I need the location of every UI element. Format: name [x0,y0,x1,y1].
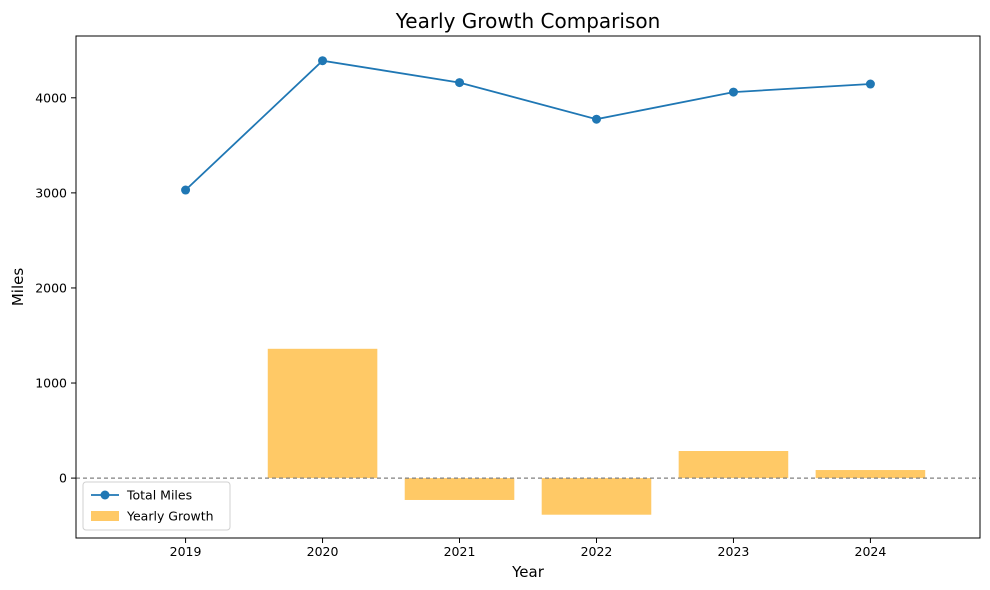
x-tick-label: 2020 [307,544,339,559]
x-axis-label: Year [511,563,545,581]
legend-box [82,481,231,531]
total-miles-point [865,79,875,89]
y-tick-label: 4000 [35,90,67,105]
growth-bar [267,348,378,479]
legend-line-marker [100,490,110,500]
plot-frame [75,35,981,539]
total-miles-point [181,185,191,195]
total-miles-point [591,114,601,124]
x-tick-label: 2023 [718,544,750,559]
legend-label-total-miles: Total Miles [126,488,192,503]
x-tick-label: 2019 [170,544,202,559]
y-tick-label: 1000 [35,376,67,391]
total-miles-point [318,56,328,66]
total-miles-point [455,78,465,88]
growth-bar [404,478,515,500]
x-tick-label: 2022 [581,544,613,559]
total-miles-line [184,59,871,191]
y-tick-label: 0 [59,471,67,486]
growth-bar [541,478,652,515]
legend-label-yearly-growth: Yearly Growth [126,509,214,524]
growth-bar [678,451,789,479]
y-tick-label: 3000 [35,185,67,200]
plot-area: 2019 2020 2021 2022 2023 2024 0 1000 2000 3000 400… [35,35,981,559]
x-tick-label: 2024 [855,544,887,559]
total-miles-point [728,87,738,97]
chart-title: Yearly Growth Comparison [395,9,661,33]
y-axis-label: Miles [9,268,27,307]
x-tick-label: 2021 [444,544,476,559]
growth-bar [815,470,926,479]
legend-bar-swatch [91,511,119,521]
y-tick-label: 2000 [35,280,67,295]
